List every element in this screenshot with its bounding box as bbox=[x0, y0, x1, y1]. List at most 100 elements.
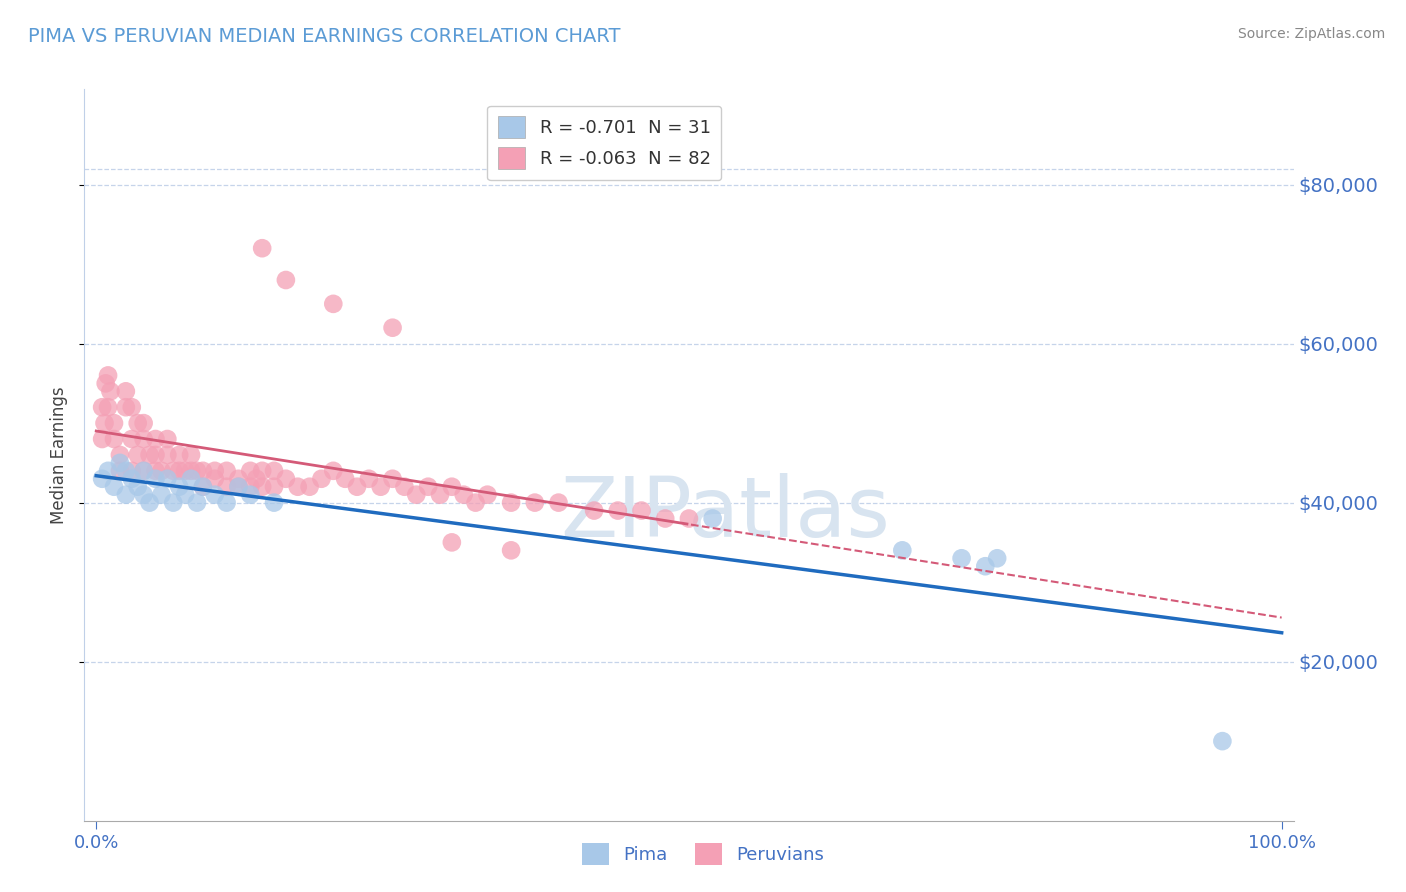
Point bbox=[97, 368, 120, 383]
Point bbox=[228, 480, 250, 494]
Point bbox=[228, 472, 250, 486]
Point bbox=[145, 464, 167, 478]
Text: Source: ZipAtlas.com: Source: ZipAtlas.com bbox=[1237, 27, 1385, 41]
Point bbox=[204, 464, 226, 478]
Point bbox=[381, 472, 404, 486]
Point bbox=[132, 488, 155, 502]
Point bbox=[311, 472, 333, 486]
Point bbox=[501, 543, 523, 558]
Point bbox=[186, 495, 208, 509]
Point bbox=[150, 464, 173, 478]
Point bbox=[191, 464, 214, 478]
Point bbox=[115, 401, 138, 415]
Point bbox=[215, 480, 238, 494]
Point bbox=[215, 464, 238, 478]
Point bbox=[93, 416, 115, 430]
Point bbox=[145, 448, 167, 462]
Point bbox=[115, 488, 138, 502]
Point bbox=[429, 488, 451, 502]
Point bbox=[108, 464, 131, 478]
Point bbox=[477, 488, 499, 502]
Point bbox=[121, 472, 143, 486]
Legend: R = -0.701  N = 31, R = -0.063  N = 82: R = -0.701 N = 31, R = -0.063 N = 82 bbox=[488, 105, 721, 180]
Point bbox=[583, 503, 606, 517]
Point bbox=[228, 480, 250, 494]
Point bbox=[381, 320, 404, 334]
Point bbox=[370, 480, 392, 494]
Point bbox=[250, 241, 273, 255]
Point bbox=[138, 448, 160, 462]
Point bbox=[162, 464, 184, 478]
Point bbox=[250, 464, 273, 478]
Point bbox=[263, 480, 285, 494]
Point bbox=[346, 480, 368, 494]
Point bbox=[654, 511, 676, 525]
Point bbox=[274, 472, 297, 486]
Point bbox=[100, 384, 122, 399]
Point bbox=[239, 464, 262, 478]
Point bbox=[132, 464, 155, 478]
Point bbox=[263, 495, 285, 509]
Point bbox=[108, 456, 131, 470]
Point bbox=[97, 464, 120, 478]
Point bbox=[950, 551, 973, 566]
Point bbox=[121, 401, 143, 415]
Point bbox=[132, 416, 155, 430]
Point bbox=[180, 448, 202, 462]
Point bbox=[250, 480, 273, 494]
Point bbox=[91, 432, 114, 446]
Point bbox=[974, 559, 997, 574]
Point bbox=[167, 448, 190, 462]
Point bbox=[547, 495, 569, 509]
Point bbox=[322, 297, 344, 311]
Text: ZIPatlas: ZIPatlas bbox=[560, 473, 890, 554]
Point bbox=[245, 472, 267, 486]
Point bbox=[138, 495, 160, 509]
Point bbox=[145, 432, 167, 446]
Point bbox=[121, 464, 143, 478]
Point bbox=[986, 551, 1008, 566]
Point bbox=[174, 464, 197, 478]
Point bbox=[162, 495, 184, 509]
Point bbox=[167, 480, 190, 494]
Point bbox=[274, 273, 297, 287]
Point bbox=[145, 472, 167, 486]
Point bbox=[156, 448, 179, 462]
Point bbox=[891, 543, 914, 558]
Point bbox=[357, 472, 380, 486]
Point bbox=[180, 464, 202, 478]
Point bbox=[333, 472, 356, 486]
Point bbox=[127, 416, 149, 430]
Point bbox=[239, 480, 262, 494]
Y-axis label: Median Earnings: Median Earnings bbox=[51, 386, 69, 524]
Point bbox=[418, 480, 440, 494]
Point bbox=[630, 503, 652, 517]
Point bbox=[103, 416, 125, 430]
Legend: Pima, Peruvians: Pima, Peruvians bbox=[572, 834, 834, 874]
Point bbox=[440, 535, 463, 549]
Point bbox=[180, 472, 202, 486]
Point bbox=[186, 464, 208, 478]
Point bbox=[115, 464, 138, 478]
Point bbox=[440, 480, 463, 494]
Point bbox=[204, 472, 226, 486]
Point bbox=[523, 495, 546, 509]
Point bbox=[453, 488, 475, 502]
Point bbox=[298, 480, 321, 494]
Text: PIMA VS PERUVIAN MEDIAN EARNINGS CORRELATION CHART: PIMA VS PERUVIAN MEDIAN EARNINGS CORRELA… bbox=[28, 27, 620, 45]
Point bbox=[108, 448, 131, 462]
Point bbox=[150, 488, 173, 502]
Point bbox=[115, 384, 138, 399]
Point bbox=[121, 432, 143, 446]
Point bbox=[501, 495, 523, 509]
Point bbox=[322, 464, 344, 478]
Point bbox=[405, 488, 427, 502]
Point bbox=[287, 480, 309, 494]
Point bbox=[132, 432, 155, 446]
Point bbox=[191, 480, 214, 494]
Point bbox=[191, 480, 214, 494]
Point bbox=[156, 472, 179, 486]
Point bbox=[91, 401, 114, 415]
Point bbox=[263, 464, 285, 478]
Point bbox=[94, 376, 117, 391]
